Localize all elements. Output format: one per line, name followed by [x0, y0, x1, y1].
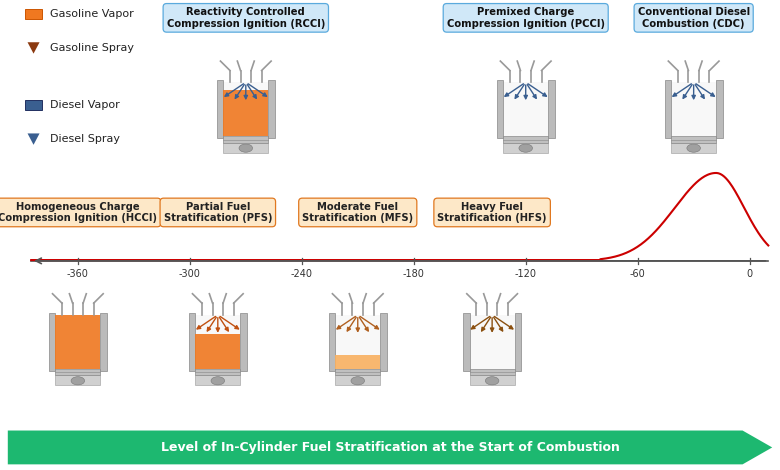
Bar — [25, 100, 42, 110]
Bar — [195, 334, 240, 369]
Bar — [716, 80, 722, 138]
Bar — [329, 313, 335, 371]
Bar — [55, 315, 101, 369]
Bar — [503, 82, 548, 136]
Text: Diesel Vapor: Diesel Vapor — [50, 100, 119, 110]
Text: Conventional Diesel
Combustion (CDC): Conventional Diesel Combustion (CDC) — [637, 7, 750, 29]
Bar — [335, 376, 381, 385]
Bar — [268, 80, 275, 138]
Bar — [470, 369, 515, 376]
Bar — [515, 313, 521, 371]
Bar — [223, 136, 268, 143]
Bar — [49, 313, 55, 371]
Circle shape — [519, 144, 533, 152]
Circle shape — [211, 376, 225, 385]
Text: -240: -240 — [291, 269, 313, 279]
Text: Reactivity Controlled
Compression Ignition (RCCI): Reactivity Controlled Compression Igniti… — [167, 7, 325, 29]
FancyArrow shape — [8, 431, 772, 464]
Circle shape — [485, 376, 499, 385]
Text: Level of In-Cylinder Fuel Stratification at the Start of Combustion: Level of In-Cylinder Fuel Stratification… — [161, 441, 619, 454]
Text: 0: 0 — [746, 269, 753, 279]
Text: -60: -60 — [629, 269, 646, 279]
Text: -120: -120 — [515, 269, 537, 279]
Circle shape — [687, 144, 700, 152]
Bar — [335, 369, 381, 376]
Bar — [195, 376, 240, 385]
Text: Premixed Charge
Compression Ignition (PCCI): Premixed Charge Compression Ignition (PC… — [447, 7, 604, 29]
Bar — [470, 315, 515, 369]
Text: -300: -300 — [179, 269, 200, 279]
Text: Heavy Fuel
Stratification (HFS): Heavy Fuel Stratification (HFS) — [438, 202, 547, 223]
Bar — [335, 355, 381, 369]
Bar — [223, 82, 268, 136]
Bar — [189, 313, 195, 371]
Bar — [671, 136, 716, 143]
Bar — [55, 369, 101, 376]
Bar — [55, 315, 101, 369]
Bar — [497, 80, 503, 138]
Bar — [195, 369, 240, 376]
Circle shape — [351, 376, 364, 385]
Text: Partial Fuel
Stratification (PFS): Partial Fuel Stratification (PFS) — [164, 202, 272, 223]
Bar — [463, 313, 470, 371]
Bar — [223, 90, 268, 136]
Bar — [671, 143, 716, 153]
Bar — [671, 82, 716, 136]
Bar — [240, 313, 246, 371]
Bar — [470, 376, 515, 385]
Polygon shape — [27, 42, 40, 54]
Bar — [665, 80, 671, 138]
Text: Diesel Spray: Diesel Spray — [50, 134, 120, 144]
Bar — [381, 313, 387, 371]
Text: Gasoline Vapor: Gasoline Vapor — [50, 9, 133, 19]
Circle shape — [71, 376, 85, 385]
Bar — [195, 315, 240, 369]
Bar — [503, 136, 548, 143]
Bar — [548, 80, 555, 138]
Bar — [503, 143, 548, 153]
Bar — [335, 315, 381, 369]
Bar — [25, 9, 42, 19]
Text: -360: -360 — [67, 269, 89, 279]
Bar — [217, 80, 223, 138]
Bar — [101, 313, 107, 371]
Bar — [223, 143, 268, 153]
Circle shape — [239, 144, 253, 152]
Text: -180: -180 — [402, 269, 424, 279]
Text: Moderate Fuel
Stratification (MFS): Moderate Fuel Stratification (MFS) — [302, 202, 413, 223]
Text: Gasoline Spray: Gasoline Spray — [50, 43, 134, 53]
Text: Homogeneous Charge
Compression Ignition (HCCI): Homogeneous Charge Compression Ignition … — [0, 202, 158, 223]
Bar — [55, 376, 101, 385]
Polygon shape — [27, 133, 40, 145]
